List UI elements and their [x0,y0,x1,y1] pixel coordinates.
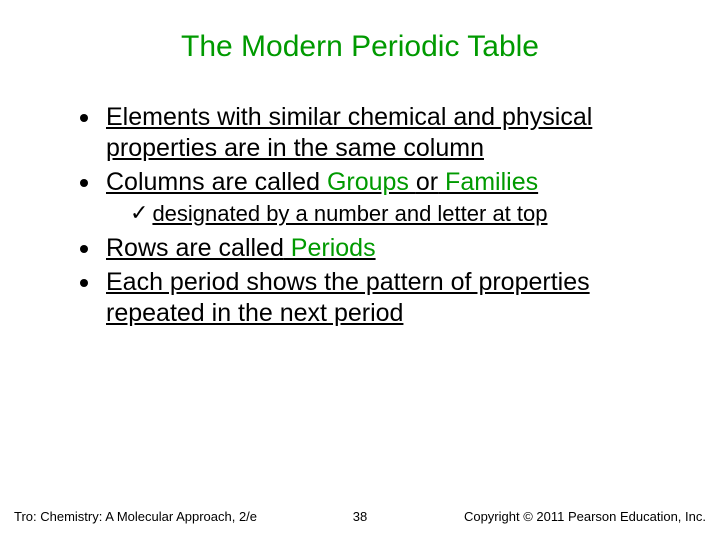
text-run: Elements with similar chemical and physi… [106,103,592,162]
bullet-text: Each period shows the pattern of propert… [106,267,680,330]
sub-bullet-item: ✓ designated by a number and letter at t… [80,200,680,228]
bullet-icon [80,279,88,287]
bullet-text: Elements with similar chemical and physi… [106,102,680,165]
text-run: or [416,168,438,196]
content-area: Elements with similar chemical and physi… [40,102,680,329]
slide-number: 38 [353,509,367,524]
bullet-item: Elements with similar chemical and physi… [80,102,680,165]
text-run: Columns are called [106,168,320,196]
bullet-item: Each period shows the pattern of propert… [80,267,680,330]
footer: Tro: Chemistry: A Molecular Approach, 2/… [0,509,720,524]
bullet-icon [80,179,88,187]
bullet-item: Columns are called Groups or Families [80,167,680,198]
slide: The Modern Periodic Table Elements with … [0,0,720,540]
bullet-item: Rows are called Periods [80,233,680,264]
bullet-icon [80,245,88,253]
text-run: Rows are called [106,234,284,262]
bullet-text: Columns are called Groups or Families [106,167,538,198]
sub-bullet-text: designated by a number and letter at top [152,200,547,228]
bullet-text: Rows are called Periods [106,233,376,264]
check-icon: ✓ [130,200,148,226]
slide-title: The Modern Periodic Table [40,30,680,64]
bullet-icon [80,114,88,122]
footer-left: Tro: Chemistry: A Molecular Approach, 2/… [14,509,257,524]
text-run: Each period shows the pattern of propert… [106,268,590,327]
text-run-accent: Groups [320,168,416,196]
footer-right: Copyright © 2011 Pearson Education, Inc. [464,509,706,524]
text-run-accent: Periods [284,234,376,262]
text-run-accent: Families [438,168,538,196]
